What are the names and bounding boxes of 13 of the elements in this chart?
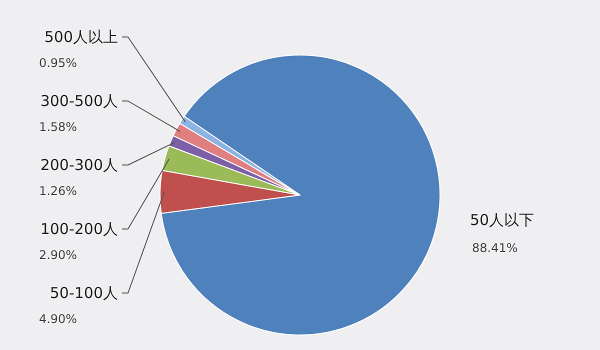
data-label: 0.95% [38, 56, 78, 70]
data-label: 2.90% [38, 248, 78, 262]
slice-label: 50-100人 [50, 284, 118, 302]
slice-label: 100-200人 [40, 220, 118, 238]
data-label: 88.41% [472, 241, 518, 255]
slice-label: 500人以上 [44, 28, 118, 46]
data-label: 4.90% [38, 312, 78, 326]
slice-label: 200-300人 [40, 156, 118, 174]
data-label: 1.26% [38, 184, 78, 198]
slice-label: 300-500人 [40, 92, 118, 110]
data-label: 1.58% [38, 120, 78, 134]
slice-label: 50人以下 [470, 211, 534, 229]
pie-slice [160, 54, 440, 336]
